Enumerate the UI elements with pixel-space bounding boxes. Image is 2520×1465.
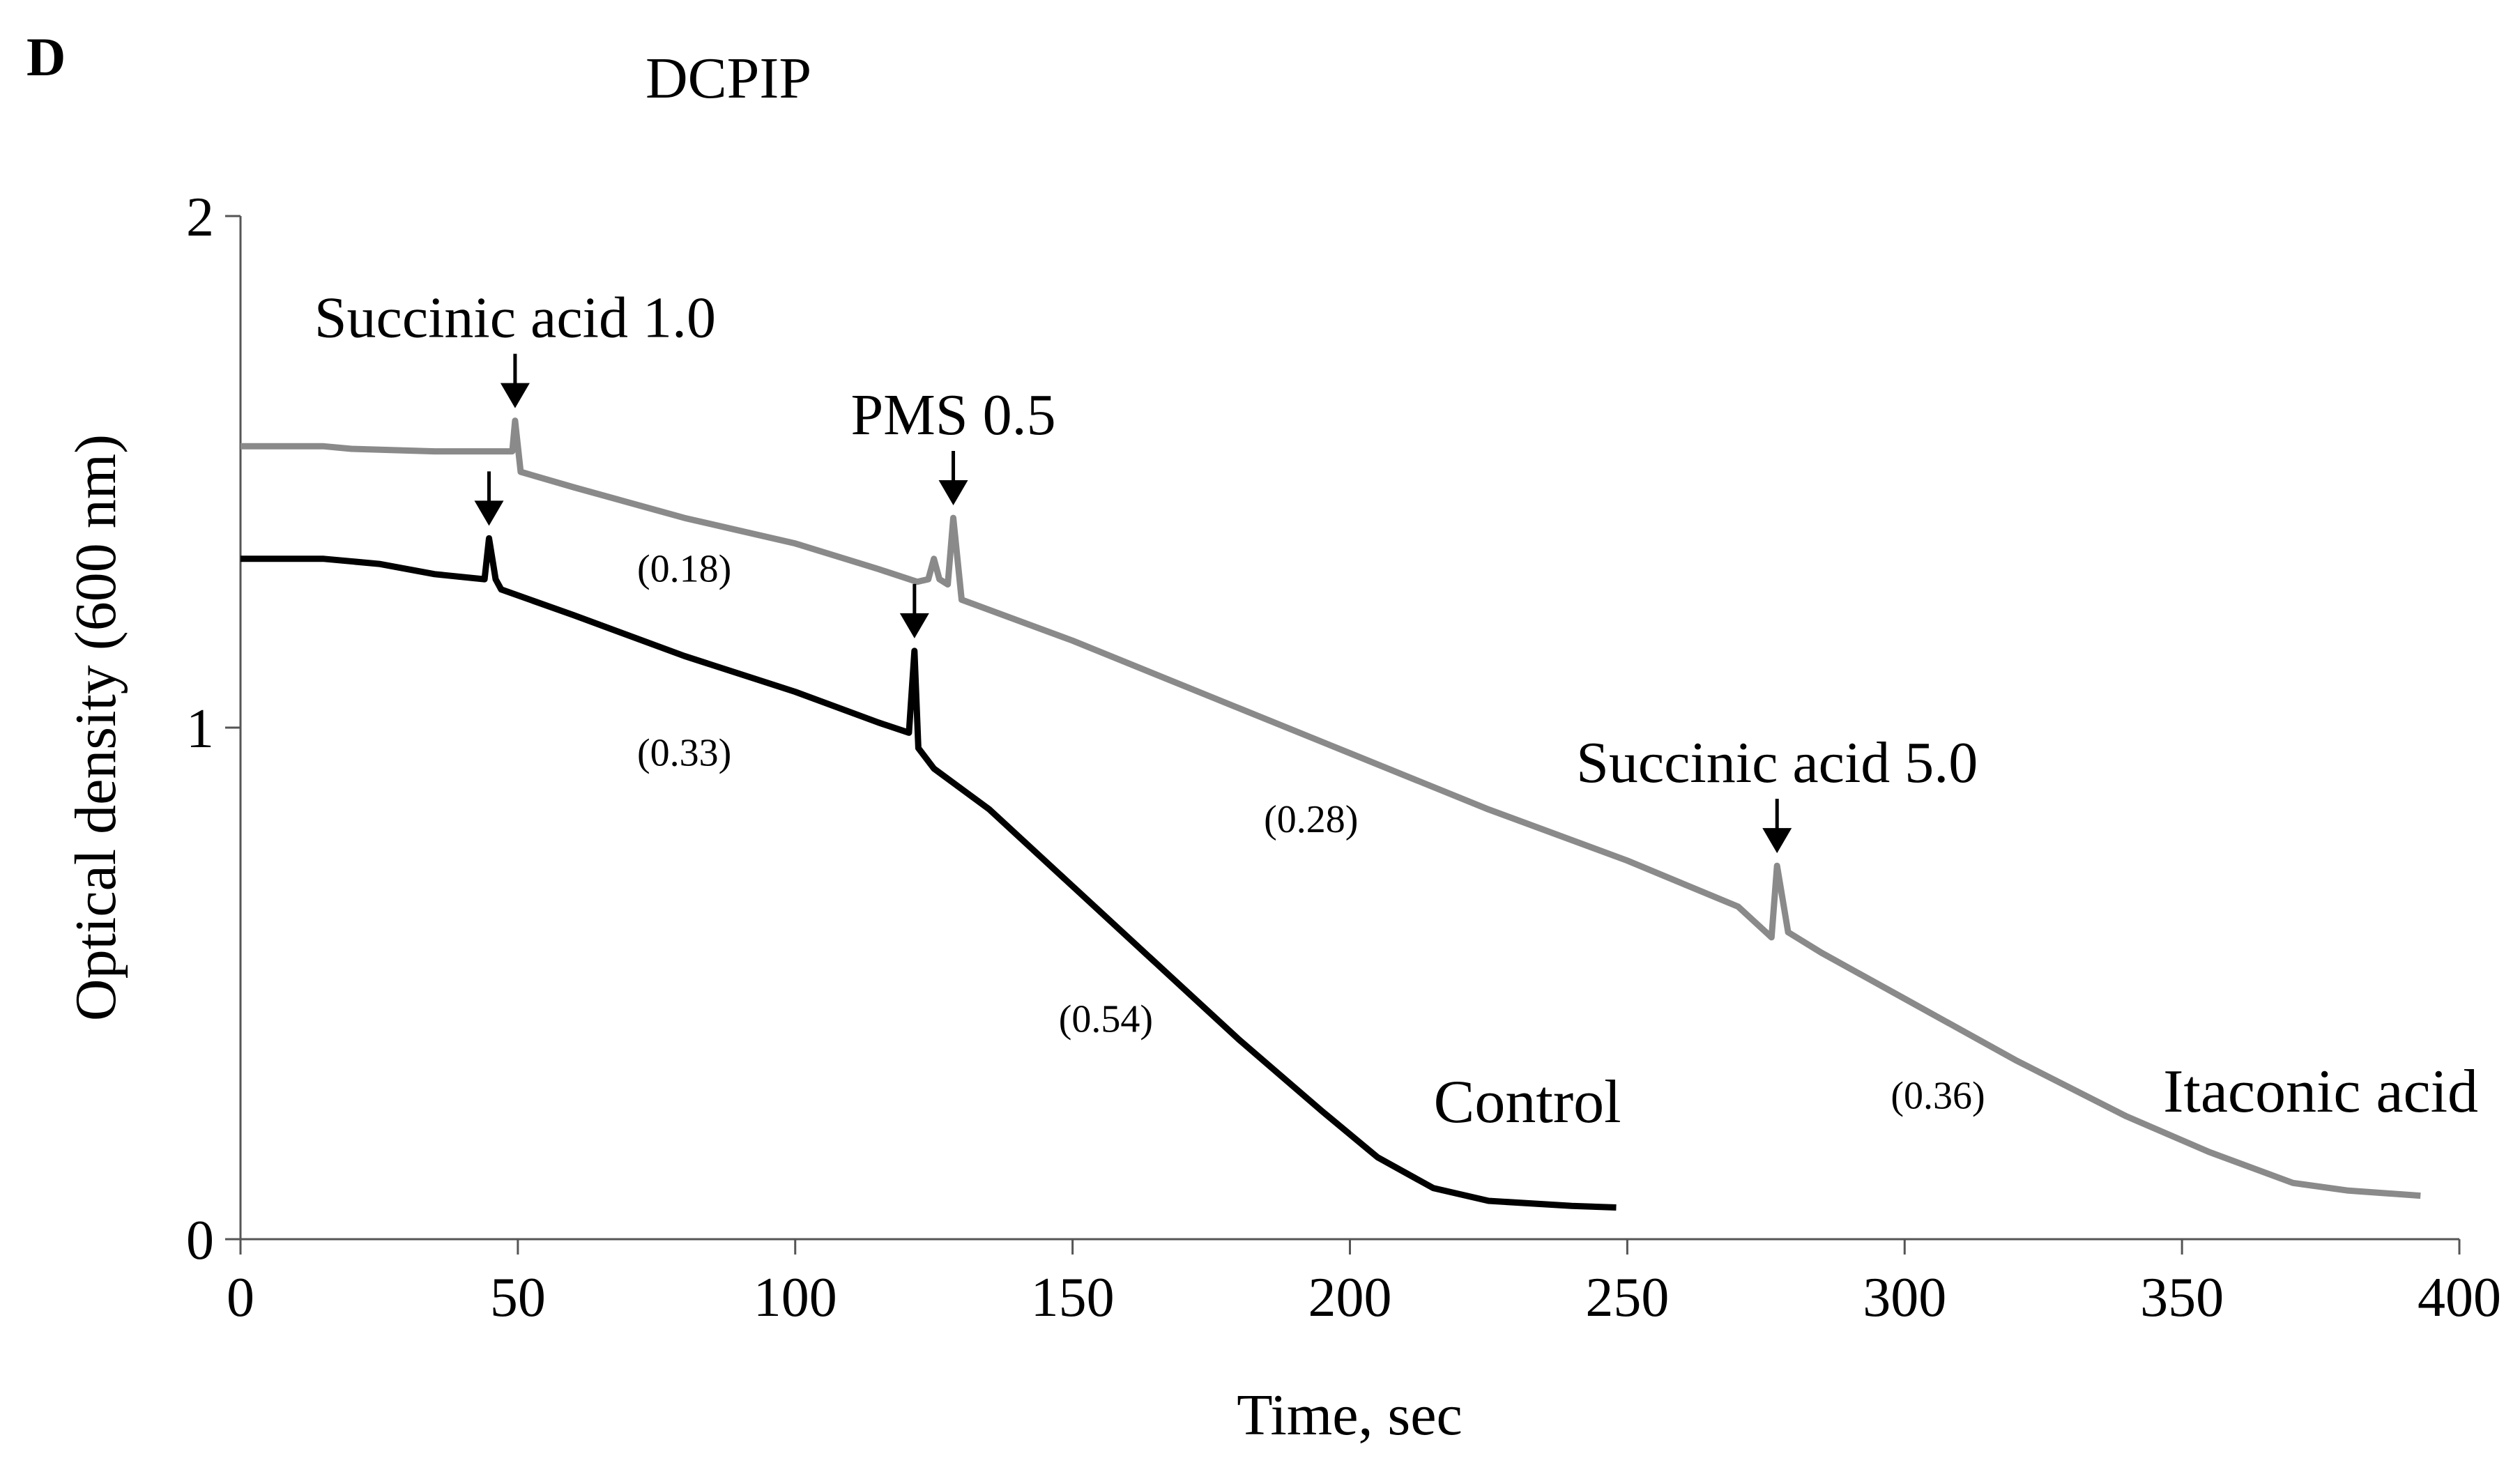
x-axis-title: Time, sec xyxy=(1237,1383,1463,1448)
x-tick-label: 200 xyxy=(1308,1267,1392,1328)
y-ticks: 0 1 2 xyxy=(186,187,240,1271)
y-axis-title: Optical density (600 nm) xyxy=(63,434,128,1021)
series-label: Itaconic acid xyxy=(2163,1058,2478,1126)
plot-area: 0 1 2 0 50 100 150 200 250 300 350 400 Succinic ac… xyxy=(186,187,2501,1328)
x-tick-label: 250 xyxy=(1585,1267,1669,1328)
x-tick-label: 350 xyxy=(2140,1267,2224,1328)
x-ticks: 0 50 100 150 200 250 300 350 400 xyxy=(227,1239,2501,1328)
event-annotation: Succinic acid 1.0 xyxy=(314,286,716,351)
series-line-itaconic-acid xyxy=(240,417,2421,1199)
x-tick-label: 300 xyxy=(1863,1267,1946,1328)
series-group xyxy=(240,417,2421,1211)
y-tick-label: 0 xyxy=(186,1210,214,1271)
down-arrow-icon xyxy=(899,583,929,638)
down-arrow-icon xyxy=(1762,799,1792,854)
annotations: Succinic acid 1.0 PMS 0.5 Succinic acid 5.… xyxy=(314,286,2478,1136)
x-tick-label: 0 xyxy=(227,1267,254,1328)
rate-label: (0.33) xyxy=(637,732,731,775)
event-annotation: PMS 0.5 xyxy=(850,383,1055,447)
panel-label: D xyxy=(26,26,66,87)
down-arrow-icon xyxy=(474,471,504,526)
x-tick-label: 150 xyxy=(1031,1267,1115,1328)
arrow-markers xyxy=(474,353,1792,854)
rate-label: (0.36) xyxy=(1891,1074,1985,1117)
down-arrow-icon xyxy=(500,353,530,408)
y-tick-label: 2 xyxy=(186,187,214,248)
y-tick-label: 1 xyxy=(186,698,214,760)
rate-label: (0.28) xyxy=(1264,798,1358,841)
x-tick-label: 50 xyxy=(490,1267,546,1328)
series-label: Control xyxy=(1434,1068,1621,1136)
chart-title: DCPIP xyxy=(646,46,811,111)
down-arrow-icon xyxy=(938,451,968,506)
x-tick-label: 100 xyxy=(754,1267,837,1328)
event-annotation: Succinic acid 5.0 xyxy=(1576,730,1978,795)
x-tick-label: 400 xyxy=(2418,1267,2501,1328)
rate-label: (0.18) xyxy=(637,547,731,590)
series-line-control xyxy=(240,535,1617,1211)
rate-label: (0.54) xyxy=(1059,997,1153,1041)
